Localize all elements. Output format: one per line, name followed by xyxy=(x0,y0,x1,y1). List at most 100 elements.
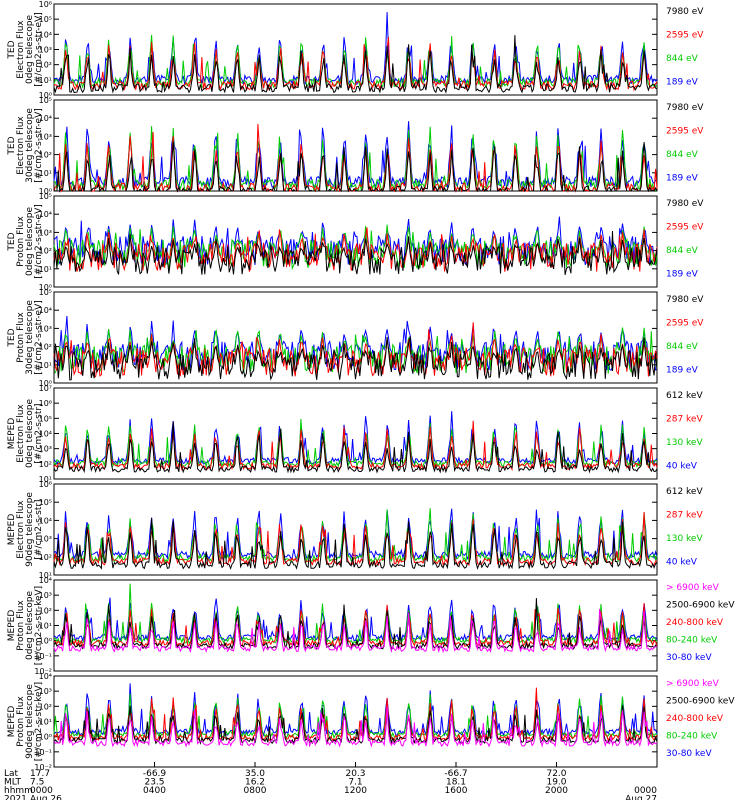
y-tick-label: 10⁴ xyxy=(39,210,52,219)
y-tick-label: 10⁴ xyxy=(39,430,52,439)
y-tick-label: 10³ xyxy=(39,445,52,454)
y-axis-label: [#/cm2-s-str] xyxy=(34,403,44,463)
y-tick-label: 10² xyxy=(39,702,52,711)
y-axis-label: TED xyxy=(7,136,17,155)
legend-entry: 287 keV xyxy=(666,511,703,521)
y-axis-label: 90deg telescope xyxy=(25,684,35,759)
series-trace xyxy=(53,123,658,193)
x-axis-value: 0800 xyxy=(244,786,267,796)
series-trace xyxy=(53,411,658,466)
series-trace xyxy=(53,230,658,276)
series-trace xyxy=(53,597,658,643)
x-axis-value: 17.7 xyxy=(30,769,50,779)
y-axis-label: TED xyxy=(7,232,17,251)
y-tick-label: 10¹ xyxy=(39,475,52,484)
y-tick-label: 10³ xyxy=(39,687,52,696)
legend-entry: 2500-6900 keV xyxy=(666,601,735,611)
x-axis-value: Aug 27 xyxy=(625,795,657,800)
legend-entry: 189 eV xyxy=(666,78,699,88)
legend-entry: 130 keV xyxy=(666,534,703,544)
series-trace xyxy=(53,35,658,94)
y-axis-label: 90deg telescope xyxy=(25,492,35,567)
legend-entry: 80-240 keV xyxy=(666,732,718,742)
y-axis-label: TED xyxy=(7,40,17,59)
y-axis-label: Electron Flux xyxy=(16,20,26,79)
legend-entry: 2595 eV xyxy=(666,319,704,329)
y-tick-label: 10⁴ xyxy=(39,306,52,315)
x-axis-value: Aug 26 xyxy=(30,795,62,800)
y-tick-label: 10⁵ xyxy=(39,288,52,297)
panel-6: 10¹ 10² 10³ 10⁴ 10⁵ 10⁶ MEPED Electron Flux 90de… xyxy=(7,480,703,580)
series-trace xyxy=(53,121,658,190)
x-axis-value: 18.1 xyxy=(446,778,466,788)
y-axis-label: [#/cm2-s-str-eV] xyxy=(34,204,44,279)
y-tick-label: 10⁰ xyxy=(39,283,52,292)
y-tick-label: 10² xyxy=(39,61,52,70)
y-tick-label: 10³ xyxy=(39,228,52,237)
y-axis-label: Electron Flux xyxy=(16,404,26,463)
legend-entry: 287 keV xyxy=(666,415,703,425)
x-axis-value: 16.2 xyxy=(245,778,265,788)
series-trace xyxy=(53,418,658,469)
legend-entry: 30-80 keV xyxy=(666,749,712,759)
y-tick-label: 10⁵ xyxy=(39,96,52,105)
y-axis-label: 30deg telescope xyxy=(25,108,35,183)
series-trace xyxy=(53,583,658,645)
y-tick-label: 10⁴ xyxy=(39,576,52,585)
legend-entry: 612 keV xyxy=(666,391,703,401)
series-trace xyxy=(53,508,658,561)
y-axis-label: TED xyxy=(7,328,17,347)
series-trace xyxy=(53,517,658,570)
series-trace xyxy=(53,12,658,87)
panel-1: 10⁰ 10¹ 10² 10³ 10⁴ 10⁵ 10⁶ TED Electron Flux 0de… xyxy=(7,0,704,100)
y-axis-label: [#/cm2-s-str-keV] xyxy=(34,682,44,761)
y-tick-label: 10⁶ xyxy=(39,399,52,408)
legend-entry: 7980 eV xyxy=(666,199,704,209)
legend-entry: 40 keV xyxy=(666,558,698,568)
y-axis-label: Proton Flux xyxy=(16,216,26,267)
y-tick-label: 10⁴ xyxy=(39,672,52,681)
panel-2: 10⁰ 10¹ 10² 10³ 10⁴ 10⁵ TED Electron Flux 30deg … xyxy=(7,96,704,196)
legend-entry: 844 eV xyxy=(666,246,699,256)
y-tick-label: 10¹ xyxy=(39,622,52,631)
series-trace xyxy=(53,608,658,654)
legend-entry: 30-80 keV xyxy=(666,653,712,663)
panel-3: 10⁰ 10¹ 10² 10³ 10⁴ 10⁵ TED Proton Flux 0deg tel… xyxy=(7,192,704,292)
y-tick-label: 10³ xyxy=(39,132,52,141)
x-axis-row-label: MLT xyxy=(4,778,22,788)
x-axis-value: 35.0 xyxy=(245,769,265,779)
panel-frame xyxy=(53,291,658,384)
panel-8: 10⁻² 10⁻¹ 10⁰ 10¹ 10² 10³ 10⁴ MEPED Proton Flux 9… xyxy=(7,672,735,772)
y-axis-label: [#/cm2-s-str-eV] xyxy=(34,12,44,87)
series-trace xyxy=(53,421,658,474)
y-tick-label: 10⁵ xyxy=(39,498,52,507)
legend-entry: 844 eV xyxy=(666,150,699,160)
y-tick-label: 10⁶ xyxy=(39,480,52,489)
panel-5: 10¹ 10² 10³ 10⁴ 10⁵ 10⁶ 10⁷ MEPED Electron Flux 0… xyxy=(7,384,703,484)
x-axis-value: -66.9 xyxy=(143,769,167,779)
y-axis-label: MEPED xyxy=(7,706,17,738)
y-tick-label: 10⁰ xyxy=(39,91,52,100)
panel-frame xyxy=(53,483,658,576)
y-tick-label: 10³ xyxy=(39,535,52,544)
legend-entry: 2500-6900 keV xyxy=(666,697,735,707)
legend-entry: 80-240 keV xyxy=(666,636,718,646)
y-tick-label: 10¹ xyxy=(39,571,52,580)
y-tick-label: 10³ xyxy=(39,324,52,333)
y-axis-label: MEPED xyxy=(7,514,17,546)
x-axis-value: 19.0 xyxy=(546,778,566,788)
y-axis-label: [#/cm2-s-str] xyxy=(34,499,44,559)
y-tick-label: 10⁴ xyxy=(39,516,52,525)
series-trace xyxy=(53,216,658,266)
y-tick-label: 10² xyxy=(39,606,52,615)
y-tick-label: 10¹ xyxy=(39,718,52,727)
y-axis-label: 30deg telescope xyxy=(25,300,35,375)
legend-entry: 240-800 keV xyxy=(666,618,724,628)
panel-frame xyxy=(53,675,658,768)
series-trace xyxy=(53,36,658,92)
y-axis-label: Electron Flux xyxy=(16,116,26,175)
legend-entry: > 6900 keV xyxy=(666,679,720,689)
y-tick-label: 10² xyxy=(39,343,52,352)
x-axis-value: 2000 xyxy=(545,786,568,796)
legend-entry: 7980 eV xyxy=(666,103,704,113)
